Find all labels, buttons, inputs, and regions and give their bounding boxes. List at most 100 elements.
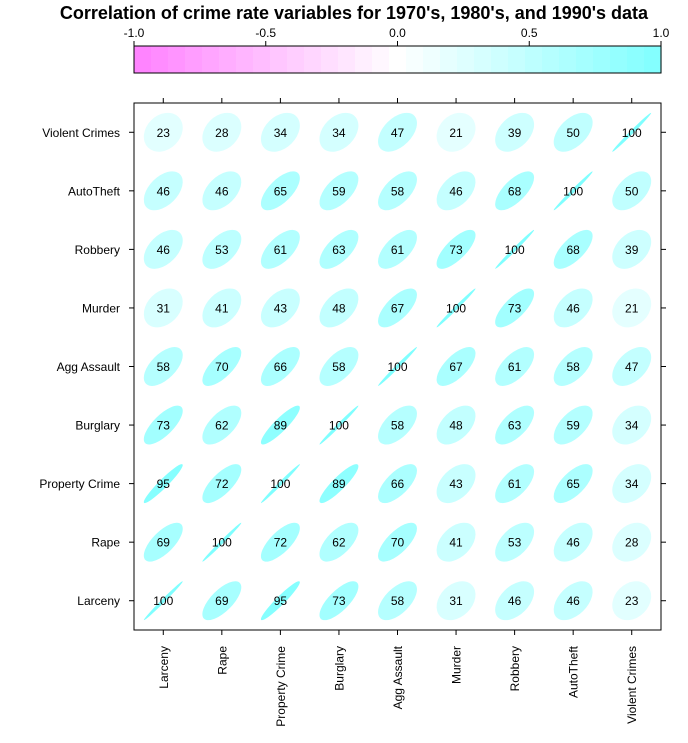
colorbar-bin — [372, 46, 390, 73]
colorbar-bin — [525, 46, 543, 73]
cell-value-label: 34 — [274, 126, 288, 140]
cell-value-label: 69 — [215, 594, 229, 608]
cell-value-label: 58 — [566, 360, 580, 374]
colorbar-bin — [270, 46, 288, 73]
colorbar-bin — [287, 46, 305, 73]
correlation-ellipse — [553, 288, 593, 328]
cell-value-label: 62 — [215, 419, 229, 433]
colorbar-bin — [151, 46, 169, 73]
colorbar-bin — [219, 46, 237, 73]
cell-value-label: 34 — [625, 477, 639, 491]
correlation-ellipse — [260, 229, 300, 269]
cell-value-label: 58 — [157, 360, 171, 374]
correlation-ellipse — [143, 464, 183, 504]
colorbar-bin — [610, 46, 628, 73]
cell-value-label: 41 — [449, 536, 463, 550]
correlation-ellipse — [378, 464, 417, 504]
correlation-ellipse — [612, 581, 652, 621]
cell-value-label: 100 — [622, 126, 642, 140]
colorbar-bin — [355, 46, 373, 73]
y-tick-label: Larceny — [77, 594, 120, 608]
cell-value-label: 34 — [332, 126, 346, 140]
correlation-ellipse — [553, 347, 593, 386]
cell-value-label: 48 — [332, 301, 346, 315]
correlation-ellipse — [260, 112, 300, 152]
correlation-ellipse — [436, 288, 476, 328]
cell-value-label: 100 — [329, 419, 349, 433]
correlation-ellipse — [378, 288, 417, 328]
correlation-ellipse — [319, 581, 359, 621]
correlation-ellipse — [612, 405, 652, 445]
cell-value-label: 46 — [157, 243, 171, 257]
colorbar-bin — [576, 46, 594, 73]
correlation-ellipse — [260, 464, 300, 504]
colorbar-tick-label: -1.0 — [124, 26, 145, 40]
cell-value-label: 63 — [332, 243, 346, 257]
cell-value-label: 46 — [566, 536, 580, 550]
cell-value-label: 73 — [508, 301, 522, 315]
x-tick-label: AutoTheft — [567, 645, 581, 698]
cell-value-label: 65 — [566, 477, 580, 491]
cell-value-label: 53 — [215, 243, 229, 257]
correlation-ellipse — [378, 229, 417, 269]
cell-value-label: 47 — [625, 360, 639, 374]
correlation-ellipse — [260, 171, 300, 211]
cell-value-label: 89 — [332, 477, 346, 491]
cell-value-label: 39 — [625, 243, 639, 257]
correlation-ellipse — [378, 405, 417, 445]
y-tick-label: Robbery — [75, 243, 120, 257]
colorbar-bin — [491, 46, 509, 73]
cell-value-label: 28 — [625, 536, 639, 550]
correlation-ellipse — [495, 288, 535, 328]
correlation-ellipse — [495, 112, 535, 152]
x-tick-label: Agg Assault — [391, 645, 405, 709]
correlation-ellipse — [436, 581, 476, 621]
correlation-ellipse — [319, 288, 359, 328]
cell-value-label: 62 — [332, 536, 346, 550]
colorbar-bin — [542, 46, 560, 73]
correlation-ellipse — [319, 347, 359, 386]
correlation-ellipse — [143, 405, 183, 445]
correlation-ellipse — [436, 464, 476, 504]
correlation-ellipse — [436, 405, 476, 445]
plot-panel: 100 69 95 73 58 31 46 46 23 69 100 72 62 70 41 53 46 28 95… — [39, 98, 666, 727]
cell-value-label: 68 — [508, 184, 522, 198]
y-tick-label: Rape — [91, 536, 120, 550]
colorbar: -1.0 -0.5 0.0 0.5 1.0 — [124, 26, 670, 74]
correlation-ellipse — [202, 171, 242, 211]
cell-value-label: 46 — [566, 301, 580, 315]
cell-value-label: 73 — [332, 594, 346, 608]
colorbar-bin — [423, 46, 441, 73]
y-tick-label: Agg Assault — [57, 360, 121, 374]
correlation-ellipse — [495, 229, 535, 269]
colorbar-bin — [440, 46, 458, 73]
cell-value-label: 61 — [391, 243, 405, 257]
correlation-ellipse — [436, 171, 476, 211]
correlation-ellipse — [612, 464, 652, 504]
cell-value-label: 39 — [508, 126, 522, 140]
cell-value-label: 46 — [508, 594, 522, 608]
cell-value-label: 31 — [449, 594, 463, 608]
cell-value-label: 100 — [212, 536, 232, 550]
cell-value-label: 61 — [274, 243, 288, 257]
cell-value-label: 21 — [449, 126, 463, 140]
colorbar-bin — [134, 46, 152, 73]
cell-value-label: 23 — [157, 126, 171, 140]
correlation-ellipse — [495, 405, 535, 445]
correlation-ellipse — [202, 288, 242, 328]
cell-value-label: 41 — [215, 301, 229, 315]
cell-value-label: 100 — [446, 301, 466, 315]
cell-value-label: 50 — [625, 184, 639, 198]
correlation-ellipse — [553, 171, 593, 211]
correlation-ellipse — [436, 229, 476, 269]
cell-value-label: 50 — [566, 126, 580, 140]
colorbar-bin — [202, 46, 220, 73]
x-tick-label: Robbery — [508, 646, 522, 691]
cell-value-label: 34 — [625, 419, 639, 433]
correlation-ellipse — [378, 522, 417, 562]
x-tick-label: Murder — [450, 646, 464, 684]
correlation-ellipse — [260, 405, 300, 445]
x-tick-label: Rape — [215, 646, 229, 675]
correlation-ellipse — [202, 581, 242, 621]
